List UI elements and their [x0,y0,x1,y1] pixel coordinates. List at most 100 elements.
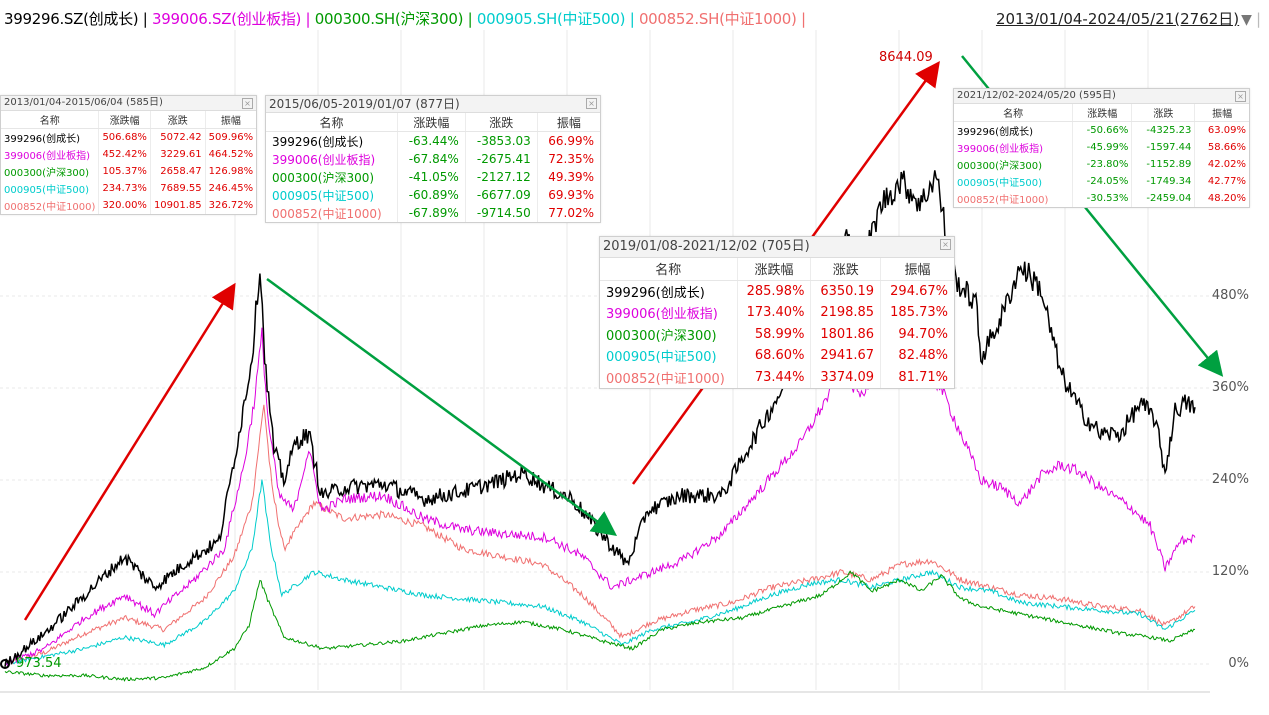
cell-value: 2941.67 [810,345,881,367]
legend-item[interactable]: 399006.SZ(创业板指) [152,10,302,28]
cell-value: -30.53% [1072,190,1132,207]
index-name: 000905(中证500) [272,188,375,203]
cell-value: 63.09% [1194,121,1249,139]
legend-item[interactable]: 000852.SH(中证1000) [638,10,797,28]
close-icon[interactable]: × [242,98,253,109]
cell-value: 10901.85 [149,197,206,214]
table-row: 000905(中证500) -60.89% -6677.09 69.93% [266,186,600,204]
triangle-down-icon[interactable]: ▼ [1241,12,1252,28]
series-line [4,404,1196,666]
cell-value: 5072.42 [149,128,206,146]
column-header: 名称 [600,258,738,281]
cell-value: -41.05% [396,168,466,186]
column-header: 振幅 [204,111,257,129]
column-header: 振幅 [536,113,600,132]
cell-value: -1152.89 [1131,156,1195,173]
start-marker [0,659,10,669]
panel-title: 2021/12/02-2024/05/20 (595日) [957,90,1116,101]
index-name: 399006(创业板指) [957,144,1043,155]
column-header: 涨跌 [464,113,538,132]
stats-panel-2019-2021[interactable]: 2019/01/08-2021/12/02 (705日) × 名称 涨跌幅 涨跌 振幅 3… [599,236,955,389]
close-icon[interactable]: × [586,98,597,109]
index-name: 399296(创成长) [4,134,80,145]
column-header: 涨跌 [810,258,881,281]
series-line [5,479,1196,665]
uptrend-arrow [23,282,236,621]
cell-value: 234.73% [98,180,151,197]
cell-value: -4325.23 [1131,121,1195,139]
downtrend-arrow [266,277,618,536]
series-line [4,570,1196,682]
cell-value: -6677.09 [464,186,538,204]
table-row: 000852(中证1000) -67.89% -9714.50 77.02% [266,204,600,222]
range-separator: | [1255,10,1261,28]
column-header: 涨跌幅 [396,113,466,132]
cell-value: -1749.34 [1131,173,1195,190]
cell-value: 48.20% [1194,190,1249,207]
cell-value: -2675.41 [464,150,538,168]
index-name: 000300(沪深300) [606,328,717,344]
legend-item[interactable]: 399296.SZ(创成长) [4,10,139,28]
cell-value: 81.71% [880,366,954,388]
cell-value: 509.96% [204,128,257,146]
column-header: 名称 [954,104,1073,122]
series-line [4,327,1196,667]
close-icon[interactable]: × [1235,91,1246,102]
stats-table: 名称 涨跌幅 涨跌 振幅 399296(创成长) -63.44% -3853.03 66.99… [266,113,600,222]
table-row: 000905(中证500) -24.05% -1749.34 42.77% [954,173,1249,190]
table-row: 000300(沪深300) -23.80% -1152.89 42.02% [954,156,1249,173]
index-name: 000852(中证1000) [606,371,725,387]
cell-value: 6350.19 [810,280,881,302]
cell-value: -45.99% [1072,139,1132,156]
stats-panel-2015-2019[interactable]: 2015/06/05-2019/01/07 (877日) × 名称 涨跌幅 涨跌 振幅 3… [265,95,601,223]
legend-item[interactable]: 000300.SH(沪深300) [314,10,464,28]
legend-separator: | [301,10,315,28]
legend-separator: | [463,10,477,28]
close-icon[interactable]: × [940,239,951,250]
date-range-selector[interactable]: 2013/01/04-2024/05/21(2762日) ▼ | [996,8,1261,29]
cell-value: 82.48% [880,345,954,367]
index-name: 000905(中证500) [606,350,717,366]
index-name: 399296(创成长) [957,127,1033,138]
cell-value: 285.98% [736,280,811,302]
table-row: 399296(创成长) 285.98% 6350.19 294.67% [600,280,954,302]
stats-panel-2013-2015[interactable]: 2013/01/04-2015/06/04 (585日) × 名称 涨跌幅 涨跌 振幅 3… [0,95,257,215]
index-name: 399006(创业板指) [606,307,718,323]
cell-value: 185.73% [880,302,954,324]
cell-value: 69.93% [536,186,600,204]
stats-panel-2021-2024[interactable]: 2021/12/02-2024/05/20 (595日) × 名称 涨跌幅 涨跌 振幅 3… [953,88,1250,208]
column-header: 涨跌幅 [98,111,151,129]
cell-value: 452.42% [98,146,151,163]
index-name: 000852(中证1000) [272,206,382,221]
legend-item[interactable]: 000905.SH(中证500) [476,10,626,28]
cell-value: 72.35% [536,150,600,168]
date-range-text[interactable]: 2013/01/04-2024/05/21(2762日) [995,10,1240,28]
max-value-label: 8644.09 [879,50,933,65]
column-header: 名称 [266,113,398,132]
stats-table: 名称 涨跌幅 涨跌 振幅 399296(创成长) -50.66% -4325.23 63.09… [954,104,1249,207]
cell-value: 49.39% [536,168,600,186]
cell-value: 68.60% [736,345,811,367]
column-header: 涨跌 [149,111,206,129]
legend-separator: | [138,10,153,28]
cell-value: -63.44% [396,131,466,150]
y-tick-label: 480% [1211,288,1249,303]
cell-value: -67.84% [396,150,466,168]
table-row: 399296(创成长) 506.68% 5072.42 509.96% [1,128,257,146]
cell-value: -60.89% [396,186,466,204]
column-header: 涨跌幅 [736,258,811,281]
table-row: 399006(创业板指) -67.84% -2675.41 72.35% [266,150,600,168]
series-legend: 399296.SZ(创成长) | 399006.SZ(创业板指) | 00030… [4,8,806,29]
cell-value: 3229.61 [149,146,206,163]
cell-value: 320.00% [98,197,151,214]
stats-table: 名称 涨跌幅 涨跌 振幅 399296(创成长) 506.68% 5072.42 509.96… [1,111,257,214]
table-row: 000300(沪深300) 58.99% 1801.86 94.70% [600,323,954,345]
cell-value: -67.89% [396,204,466,222]
cell-value: 506.68% [98,128,151,146]
cell-value: 246.45% [204,180,257,197]
cell-value: 173.40% [736,302,811,324]
index-name: 000300(沪深300) [957,161,1043,172]
cell-value: 2658.47 [149,163,206,180]
legend-separator: | [625,10,639,28]
cell-value: -3853.03 [464,131,538,150]
